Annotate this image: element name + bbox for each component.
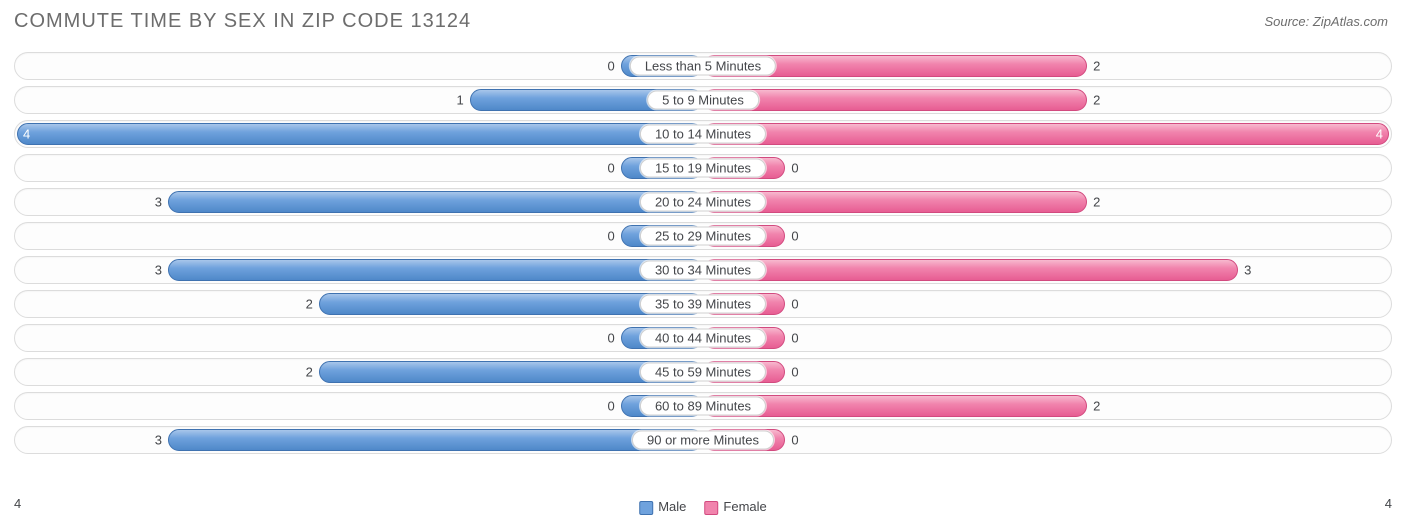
bar-row: 0 0 15 to 19 Minutes (14, 154, 1392, 182)
male-bar (17, 123, 703, 145)
female-value: 0 (791, 365, 798, 380)
bar-row: 0 0 40 to 44 Minutes (14, 324, 1392, 352)
category-label: 60 to 89 Minutes (640, 397, 766, 416)
legend-label-female: Female (723, 499, 766, 514)
bar-row: 2 0 45 to 59 Minutes (14, 358, 1392, 386)
axis-max-right: 4 (1385, 496, 1392, 511)
category-label: 20 to 24 Minutes (640, 193, 766, 212)
male-value: 2 (306, 297, 313, 312)
category-label: 30 to 34 Minutes (640, 261, 766, 280)
category-label: 10 to 14 Minutes (640, 125, 766, 144)
male-value: 3 (155, 433, 162, 448)
category-label: Less than 5 Minutes (630, 57, 776, 76)
diverging-bar-chart: 4 4 0 2 Less than 5 Minutes 1 2 5 to 9 Minute… (14, 52, 1392, 491)
male-value: 4 (23, 127, 30, 142)
male-value: 3 (155, 195, 162, 210)
female-bar (703, 259, 1238, 281)
legend-label-male: Male (658, 499, 686, 514)
male-value: 0 (607, 331, 614, 346)
category-label: 15 to 19 Minutes (640, 159, 766, 178)
male-value: 0 (607, 161, 614, 176)
female-value: 2 (1093, 59, 1100, 74)
legend-item-male: Male (639, 499, 686, 515)
female-value: 0 (791, 161, 798, 176)
category-label: 90 or more Minutes (632, 431, 774, 450)
female-bar (703, 89, 1087, 111)
category-label: 40 to 44 Minutes (640, 329, 766, 348)
bar-row: 0 2 Less than 5 Minutes (14, 52, 1392, 80)
male-bar (168, 191, 703, 213)
source-attribution: Source: ZipAtlas.com (1264, 14, 1388, 29)
female-value: 4 (1376, 127, 1383, 142)
category-label: 25 to 29 Minutes (640, 227, 766, 246)
male-bar (168, 429, 703, 451)
chart-title: COMMUTE TIME BY SEX IN ZIP CODE 13124 (14, 10, 471, 33)
bar-row: 3 0 90 or more Minutes (14, 426, 1392, 454)
female-value: 0 (791, 297, 798, 312)
male-value: 3 (155, 263, 162, 278)
bar-row: 0 0 25 to 29 Minutes (14, 222, 1392, 250)
category-label: 45 to 59 Minutes (640, 363, 766, 382)
female-value: 0 (791, 433, 798, 448)
category-label: 5 to 9 Minutes (647, 91, 759, 110)
male-bar (168, 259, 703, 281)
bar-row: 2 0 35 to 39 Minutes (14, 290, 1392, 318)
female-value: 2 (1093, 195, 1100, 210)
bar-row: 3 2 20 to 24 Minutes (14, 188, 1392, 216)
axis-max-left: 4 (14, 496, 21, 511)
legend-swatch-male (639, 501, 653, 515)
female-value: 2 (1093, 399, 1100, 414)
female-bar (703, 123, 1389, 145)
male-value: 0 (607, 229, 614, 244)
legend-item-female: Female (704, 499, 766, 515)
male-value: 1 (457, 93, 464, 108)
legend-swatch-female (704, 501, 718, 515)
bar-row: 0 2 60 to 89 Minutes (14, 392, 1392, 420)
female-value: 0 (791, 331, 798, 346)
male-value: 0 (607, 59, 614, 74)
male-value: 0 (607, 399, 614, 414)
bar-row: 4 4 10 to 14 Minutes (14, 120, 1392, 148)
male-value: 2 (306, 365, 313, 380)
category-label: 35 to 39 Minutes (640, 295, 766, 314)
female-value: 2 (1093, 93, 1100, 108)
female-value: 0 (791, 229, 798, 244)
bar-row: 3 3 30 to 34 Minutes (14, 256, 1392, 284)
bar-row: 1 2 5 to 9 Minutes (14, 86, 1392, 114)
legend: Male Female (639, 499, 767, 515)
female-value: 3 (1244, 263, 1251, 278)
